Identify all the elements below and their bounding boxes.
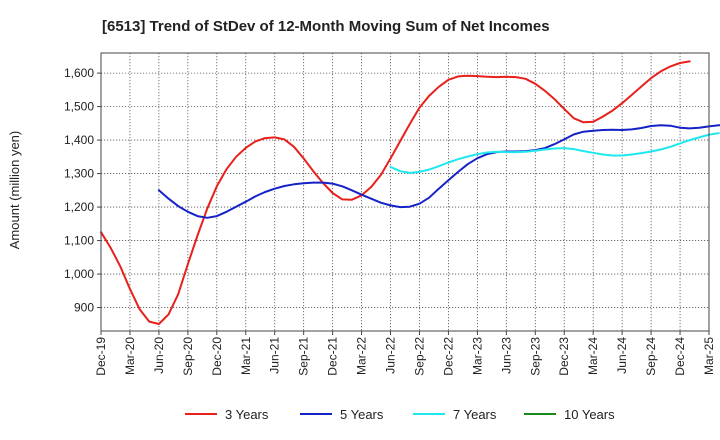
legend-label: 7 Years (453, 407, 497, 422)
x-tick-label: Mar-25 (702, 337, 716, 375)
series-layer (100, 60, 720, 325)
x-axis-ticks: Dec-19 Mar-20 Jun-20 Sep-20 Dec-20 Mar-21 Jun-… (94, 331, 716, 376)
x-tick-label: Dec-24 (673, 337, 687, 376)
legend: 3 Years 5 Years 7 Years 10 Years (185, 407, 615, 422)
y-axis-ticks: 900 1,000 1,100 1,200 1,300 1,400 1,500 1,600 (64, 66, 101, 315)
y-tick-label: 1,600 (64, 66, 94, 80)
x-tick-label: Sep-24 (644, 337, 658, 376)
plot-area (101, 53, 709, 331)
x-tick-label: Sep-20 (181, 337, 195, 376)
x-tick-label: Dec-19 (94, 337, 108, 376)
x-tick-label: Mar-21 (239, 337, 253, 375)
x-tick-label: Sep-23 (528, 337, 542, 376)
plot-frame (100, 52, 710, 332)
legend-label: 10 Years (564, 407, 615, 422)
legend-label: 3 Years (225, 407, 269, 422)
x-tick-label: Sep-22 (413, 337, 427, 376)
axes (100, 52, 710, 332)
y-tick-label: 1,200 (64, 200, 94, 214)
y-tick-label: 1,000 (64, 267, 94, 281)
x-tick-label: Mar-20 (123, 337, 137, 375)
plot-background (101, 53, 709, 331)
x-tick-label: Jun-21 (268, 337, 282, 374)
x-tick-label: Mar-22 (355, 337, 369, 375)
x-tick-label: Jun-24 (615, 337, 629, 374)
series-line-5-years (157, 124, 720, 219)
legend-item-7-years: 7 Years (413, 407, 497, 422)
x-tick-label: Dec-20 (210, 337, 224, 376)
chart-title: [6513] Trend of StDev of 12-Month Moving… (102, 18, 550, 35)
x-tick-label: Mar-24 (586, 337, 600, 375)
x-tick-label: Dec-22 (441, 337, 455, 376)
series-line-7-years (389, 132, 720, 174)
series-line-3-years (100, 60, 691, 325)
x-tick-label: Dec-23 (557, 337, 571, 376)
x-tick-label: Jun-20 (152, 337, 166, 374)
gridlines (100, 53, 710, 331)
y-axis-label: Amount (million yen) (7, 131, 22, 250)
x-tick-label: Mar-23 (470, 337, 484, 375)
x-tick-label: Jun-22 (384, 337, 398, 374)
legend-item-10-years: 10 Years (524, 407, 615, 422)
y-tick-label: 900 (74, 301, 94, 315)
x-tick-label: Dec-21 (326, 337, 340, 376)
y-tick-label: 1,300 (64, 167, 94, 181)
y-tick-label: 1,500 (64, 100, 94, 114)
legend-item-3-years: 3 Years (185, 407, 269, 422)
y-tick-label: 1,400 (64, 133, 94, 147)
legend-item-5-years: 5 Years (300, 407, 384, 422)
y-tick-label: 1,100 (64, 234, 94, 248)
x-tick-label: Jun-23 (499, 337, 513, 374)
x-tick-label: Sep-21 (297, 337, 311, 376)
legend-label: 5 Years (340, 407, 384, 422)
